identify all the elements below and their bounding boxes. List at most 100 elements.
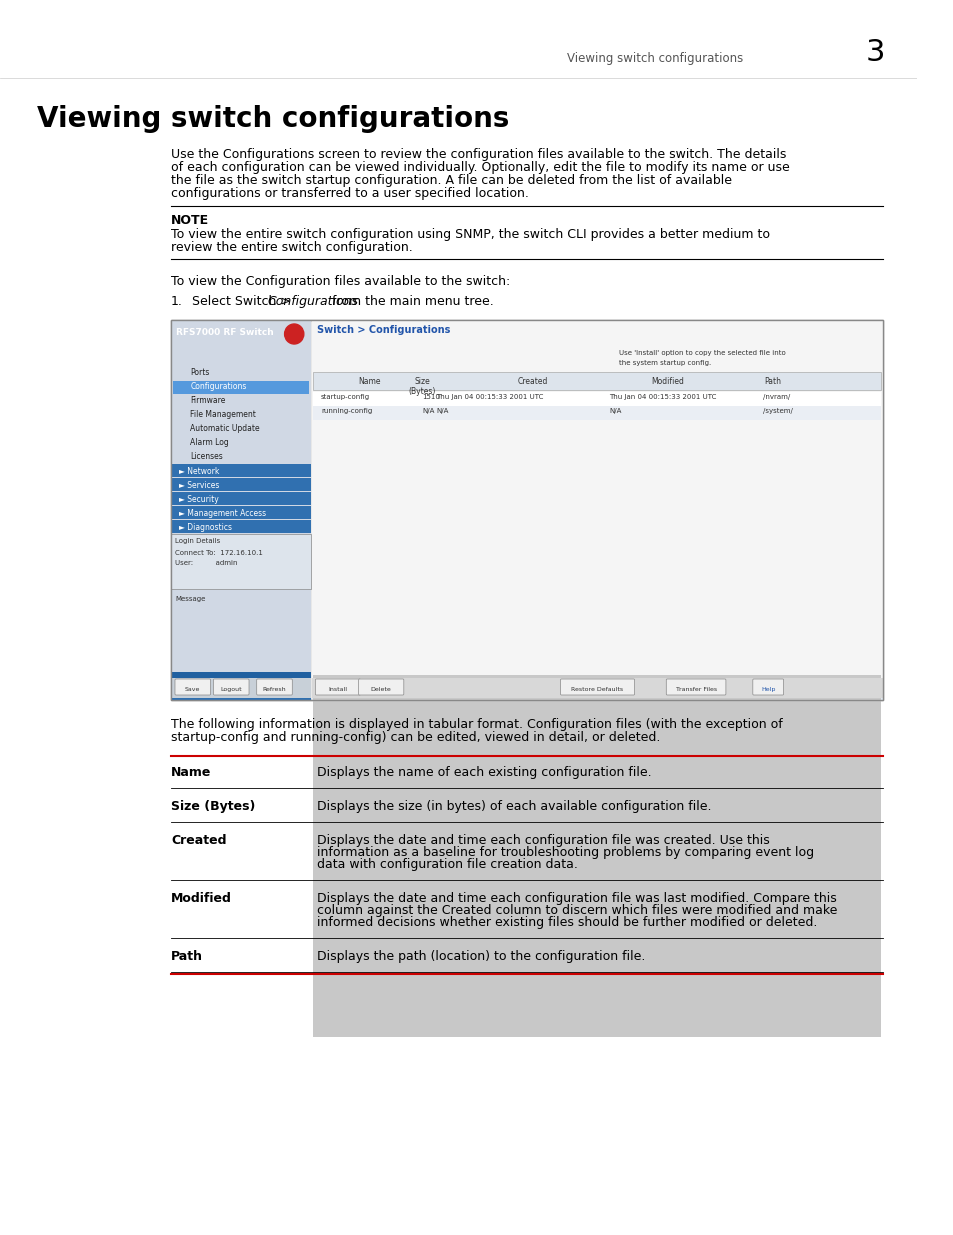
- Text: Displays the date and time each configuration file was last modified. Compare th: Displays the date and time each configur…: [317, 892, 836, 905]
- Text: File Management: File Management: [191, 410, 256, 419]
- Text: Size
(Bytes): Size (Bytes): [408, 377, 436, 396]
- Text: RFS7000 RF Switch: RFS7000 RF Switch: [175, 329, 274, 337]
- Text: running-config: running-config: [321, 408, 372, 414]
- Text: Refresh: Refresh: [262, 687, 286, 692]
- Text: Path: Path: [763, 377, 781, 387]
- Text: 3: 3: [864, 38, 883, 67]
- Text: Use the Configurations screen to review the configuration files available to the: Use the Configurations screen to review …: [171, 148, 785, 161]
- Text: 1510: 1510: [421, 394, 439, 400]
- Text: Message: Message: [174, 597, 205, 601]
- Text: Viewing switch configurations: Viewing switch configurations: [567, 52, 742, 65]
- Bar: [312, 678, 882, 700]
- Text: from the main menu tree.: from the main menu tree.: [328, 295, 493, 308]
- FancyBboxPatch shape: [358, 679, 403, 695]
- Text: the system startup config.: the system startup config.: [618, 359, 711, 366]
- Text: Created: Created: [171, 834, 227, 847]
- Bar: [171, 320, 311, 700]
- Text: ► Network: ► Network: [178, 467, 219, 475]
- FancyBboxPatch shape: [665, 679, 725, 695]
- Text: the file as the switch startup configuration. A file can be deleted from the lis: the file as the switch startup configura…: [171, 174, 731, 186]
- Text: M: M: [289, 329, 298, 338]
- Text: ► Security: ► Security: [178, 495, 218, 504]
- Text: Help: Help: [760, 687, 775, 692]
- Bar: [171, 520, 311, 534]
- Text: Modified: Modified: [171, 892, 232, 905]
- Bar: [314, 406, 880, 420]
- Text: User:          admin: User: admin: [174, 559, 237, 566]
- Bar: [171, 684, 311, 700]
- Text: Logout: Logout: [220, 687, 241, 692]
- Bar: [314, 676, 880, 1037]
- Text: Switch > Configurations: Switch > Configurations: [317, 325, 450, 335]
- Text: ► Diagnostics: ► Diagnostics: [178, 522, 232, 532]
- Text: Displays the name of each existing configuration file.: Displays the name of each existing confi…: [317, 766, 651, 779]
- Bar: [172, 382, 309, 394]
- Text: Connect To:  172.16.10.1: Connect To: 172.16.10.1: [174, 550, 263, 556]
- Bar: [171, 506, 311, 519]
- Text: Configurations: Configurations: [267, 295, 358, 308]
- Bar: [171, 492, 311, 505]
- Text: Restore Defaults: Restore Defaults: [571, 687, 622, 692]
- Bar: [171, 320, 882, 700]
- Text: Thu Jan 04 00:15:33 2001 UTC: Thu Jan 04 00:15:33 2001 UTC: [436, 394, 543, 400]
- Text: To view the entire switch configuration using SNMP, the switch CLI provides a be: To view the entire switch configuration …: [171, 228, 769, 241]
- Text: Displays the path (location) to the configuration file.: Displays the path (location) to the conf…: [317, 950, 645, 963]
- Text: information as a baseline for troubleshooting problems by comparing event log: information as a baseline for troublesho…: [317, 846, 814, 860]
- Text: The following information is displayed in tabular format. Configuration files (w: The following information is displayed i…: [171, 718, 782, 731]
- Bar: [171, 464, 311, 477]
- Bar: [312, 678, 882, 698]
- Text: /nvram/: /nvram/: [762, 394, 790, 400]
- Text: Configurations: Configurations: [191, 382, 247, 391]
- Text: NOTE: NOTE: [171, 214, 209, 227]
- Text: Created: Created: [517, 377, 547, 387]
- Text: Transfer Files: Transfer Files: [675, 687, 716, 692]
- Text: data with configuration file creation data.: data with configuration file creation da…: [317, 858, 578, 871]
- FancyBboxPatch shape: [752, 679, 782, 695]
- Text: Use 'Install' option to copy the selected file into: Use 'Install' option to copy the selecte…: [618, 350, 785, 356]
- Bar: [314, 372, 880, 390]
- Text: Size (Bytes): Size (Bytes): [171, 800, 255, 813]
- Text: To view the Configuration files available to the switch:: To view the Configuration files availabl…: [171, 275, 510, 288]
- Text: Displays the size (in bytes) of each available configuration file.: Displays the size (in bytes) of each ava…: [317, 800, 711, 813]
- Circle shape: [284, 324, 303, 345]
- Bar: [171, 478, 311, 492]
- Text: Select Switch >: Select Switch >: [193, 295, 294, 308]
- Text: Thu Jan 04 00:15:33 2001 UTC: Thu Jan 04 00:15:33 2001 UTC: [609, 394, 717, 400]
- Text: Ports: Ports: [191, 368, 210, 377]
- Text: Automatic Update: Automatic Update: [191, 424, 260, 433]
- Text: informed decisions whether existing files should be further modified or deleted.: informed decisions whether existing file…: [317, 916, 817, 929]
- Bar: [171, 534, 311, 589]
- Text: Licenses: Licenses: [191, 452, 223, 461]
- Text: Alarm Log: Alarm Log: [191, 438, 229, 447]
- Text: review the entire switch configuration.: review the entire switch configuration.: [171, 241, 413, 254]
- FancyBboxPatch shape: [315, 679, 360, 695]
- Text: Name: Name: [171, 766, 212, 779]
- FancyBboxPatch shape: [256, 679, 292, 695]
- Text: Save: Save: [185, 687, 200, 692]
- FancyBboxPatch shape: [213, 679, 249, 695]
- Text: column against the Created column to discern which files were modified and make: column against the Created column to dis…: [317, 904, 837, 918]
- Bar: [171, 678, 311, 698]
- Text: Path: Path: [171, 950, 203, 963]
- Text: startup-config: startup-config: [321, 394, 370, 400]
- Text: of each configuration can be viewed individually. Optionally, edit the file to m: of each configuration can be viewed indi…: [171, 161, 789, 174]
- Bar: [312, 320, 882, 700]
- Text: N/A: N/A: [609, 408, 621, 414]
- Text: Login Details: Login Details: [174, 538, 220, 543]
- Text: 1.: 1.: [171, 295, 183, 308]
- FancyBboxPatch shape: [174, 679, 211, 695]
- Text: Delete: Delete: [370, 687, 391, 692]
- Text: /system/: /system/: [762, 408, 793, 414]
- Text: Name: Name: [357, 377, 380, 387]
- Text: ► Services: ► Services: [178, 480, 219, 490]
- Text: Firmware: Firmware: [191, 396, 226, 405]
- Text: ► Management Access: ► Management Access: [178, 509, 266, 517]
- Text: configurations or transferred to a user specified location.: configurations or transferred to a user …: [171, 186, 529, 200]
- Bar: [171, 672, 311, 700]
- Text: N/A: N/A: [436, 408, 449, 414]
- Text: Install: Install: [328, 687, 347, 692]
- Text: Viewing switch configurations: Viewing switch configurations: [36, 105, 508, 133]
- Text: Displays the date and time each configuration file was created. Use this: Displays the date and time each configur…: [317, 834, 769, 847]
- FancyBboxPatch shape: [560, 679, 634, 695]
- Text: Modified: Modified: [650, 377, 683, 387]
